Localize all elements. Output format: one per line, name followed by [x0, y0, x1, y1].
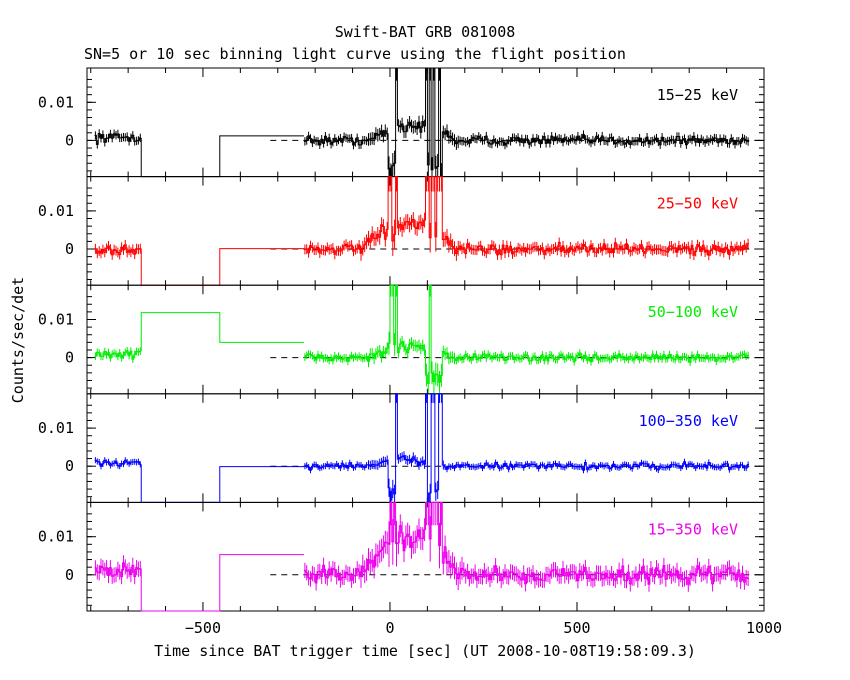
y-tick-label: 0: [65, 131, 74, 149]
x-tick-label: −500: [185, 619, 221, 637]
y-tick-label: 0: [65, 349, 74, 367]
curve-path: [94, 393, 749, 503]
gap-long-bin: [140, 464, 304, 503]
chart-subtitle: SN=5 or 10 sec binning light curve using…: [84, 45, 626, 63]
panel-1: 0 0.01 15−25 keV: [38, 67, 765, 178]
x-tick-label: 500: [563, 619, 590, 637]
gap-long-bin: [140, 248, 304, 286]
y-tick-label: 0.01: [38, 419, 74, 437]
y-tick-label: 0.01: [38, 202, 74, 220]
gap-long-bin: [140, 554, 304, 612]
x-axis-label: Time since BAT trigger time [sec] (UT 20…: [154, 642, 696, 660]
y-tick-label: 0.01: [38, 93, 74, 111]
chart-title: Swift-BAT GRB 081008: [335, 23, 516, 41]
light-curve: [94, 67, 749, 178]
curve-path: [94, 67, 749, 177]
panels-group: 0 0.01 15−25 keV 0 0.01 25−50 keV 0 0.01 50−100 …: [38, 67, 765, 612]
light-curve: [94, 393, 749, 503]
panel-3: 0 0.01 50−100 keV: [38, 284, 765, 395]
band-label: 100−350 keV: [639, 412, 738, 430]
light-curve: [94, 176, 749, 286]
band-label: 15−25 keV: [657, 86, 738, 104]
y-tick-label: 0: [65, 240, 74, 258]
y-tick-label: 0: [65, 566, 74, 584]
gap-long-bin: [140, 312, 304, 352]
gap-long-bin: [140, 135, 304, 178]
curve-path: [94, 284, 749, 384]
band-label: 15−350 keV: [648, 520, 738, 538]
y-tick-label: 0.01: [38, 310, 74, 328]
y-tick-label: 0.01: [38, 528, 74, 546]
panel-4: 0 0.01 100−350 keV: [38, 393, 765, 503]
curve-path: [94, 176, 749, 256]
curve-path: [94, 501, 749, 585]
y-tick-label: 0: [65, 457, 74, 475]
panel-frame: [86, 284, 765, 395]
band-label: 50−100 keV: [648, 303, 738, 321]
x-tick-label: 1000: [746, 619, 782, 637]
x-tick-label: 0: [385, 619, 394, 637]
light-curve: [94, 501, 749, 612]
y-axis-label: Counts/sec/det: [9, 277, 27, 403]
panel-5: 0 0.01 15−350 keV: [38, 501, 765, 612]
band-label: 25−50 keV: [657, 195, 738, 213]
x-axis-ticks: −500 0 500 1000: [185, 619, 782, 637]
panel-2: 0 0.01 25−50 keV: [38, 176, 765, 286]
light-curve: [94, 284, 749, 394]
